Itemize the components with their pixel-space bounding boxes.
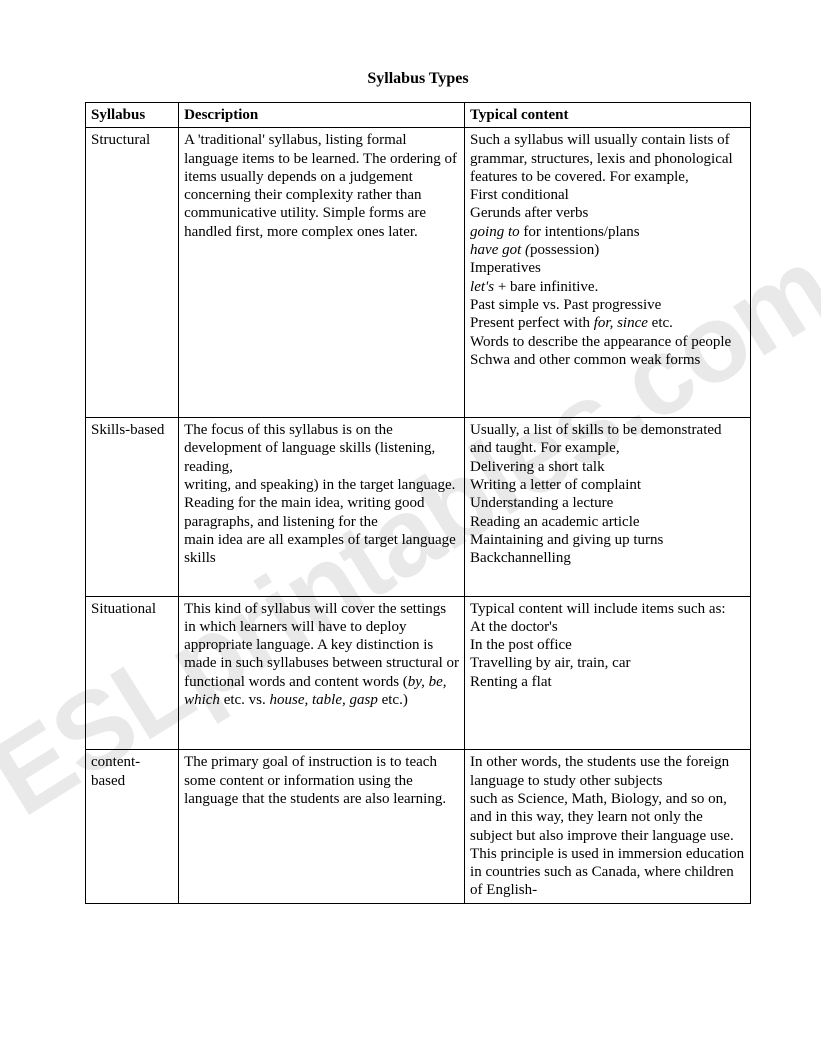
cell-syllabus: Structural — [86, 128, 179, 418]
text-italic: let's — [470, 279, 494, 295]
text: Gerunds after verbs — [470, 205, 588, 221]
text: etc. vs. — [220, 692, 270, 708]
header-description: Description — [179, 103, 465, 128]
text: writing, and speaking) in the target lan… — [184, 477, 455, 530]
text: Reading an academic article — [470, 514, 640, 530]
cell-content: In other words, the students use the for… — [465, 750, 751, 903]
cell-description: This kind of syllabus will cover the set… — [179, 596, 465, 750]
text: etc. — [648, 315, 673, 331]
cell-syllabus: Skills-based — [86, 418, 179, 596]
table-header-row: Syllabus Description Typical content — [86, 103, 751, 128]
text: Backchannelling — [470, 550, 571, 566]
text: Imperatives — [470, 260, 541, 276]
table-row: Skills-based The focus of this syllabus … — [86, 418, 751, 596]
table-row: Situational This kind of syllabus will c… — [86, 596, 751, 750]
text: Writing a letter of complaint — [470, 477, 641, 493]
text: Schwa and other common weak forms — [470, 352, 700, 368]
text-italic: house, table, gasp — [270, 692, 378, 708]
text-italic: going to — [470, 224, 520, 240]
text: In other words, the students use the for… — [470, 754, 729, 788]
table-row: content-based The primary goal of instru… — [86, 750, 751, 903]
text: for intentions/plans — [520, 224, 640, 240]
text: Words to describe the appearance of peop… — [470, 334, 731, 350]
text: First conditional — [470, 187, 569, 203]
text: Travelling by air, train, car — [470, 655, 630, 671]
text: Delivering a short talk — [470, 459, 605, 475]
text: Typical content will include items such … — [470, 601, 726, 617]
cell-content: Typical content will include items such … — [465, 596, 751, 750]
page-title: Syllabus Types — [85, 70, 751, 88]
text: Past simple vs. Past progressive — [470, 297, 661, 313]
text-italic: have got ( — [470, 242, 530, 258]
text: etc.) — [378, 692, 408, 708]
page: Syllabus Types Syllabus Description Typi… — [0, 0, 821, 904]
text: Usually, a list of skills to be demonstr… — [470, 422, 722, 456]
table-row: Structural A 'traditional' syllabus, lis… — [86, 128, 751, 418]
text: such as Science, Math, Biology, and so o… — [470, 791, 744, 898]
text: Renting a flat — [470, 674, 552, 690]
text-italic: for, since — [594, 315, 648, 331]
text: At the doctor's — [470, 619, 558, 635]
text: In the post office — [470, 637, 572, 653]
syllabus-table: Syllabus Description Typical content Str… — [85, 102, 751, 904]
cell-content: Usually, a list of skills to be demonstr… — [465, 418, 751, 596]
cell-content: Such a syllabus will usually contain lis… — [465, 128, 751, 418]
header-content: Typical content — [465, 103, 751, 128]
cell-description: A 'traditional' syllabus, listing formal… — [179, 128, 465, 418]
cell-syllabus: content-based — [86, 750, 179, 903]
header-syllabus: Syllabus — [86, 103, 179, 128]
cell-description: The primary goal of instruction is to te… — [179, 750, 465, 903]
text: main idea are all examples of target lan… — [184, 532, 456, 566]
text: The focus of this syllabus is on the dev… — [184, 422, 435, 475]
cell-description: The focus of this syllabus is on the dev… — [179, 418, 465, 596]
text: Present perfect with — [470, 315, 594, 331]
text: + bare infinitive. — [494, 279, 598, 295]
cell-syllabus: Situational — [86, 596, 179, 750]
text: Understanding a lecture — [470, 495, 613, 511]
text: Such a syllabus will usually contain lis… — [470, 132, 733, 185]
text: possession) — [530, 242, 599, 258]
text: Maintaining and giving up turns — [470, 532, 663, 548]
